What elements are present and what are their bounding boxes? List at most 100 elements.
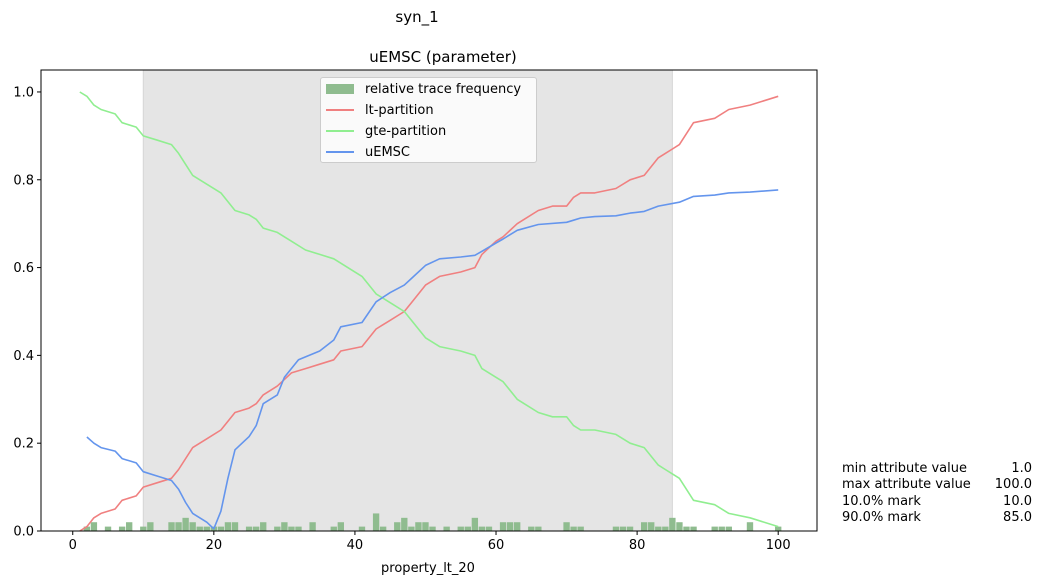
x-tick-label: 40 bbox=[347, 538, 364, 553]
histogram-bar bbox=[330, 526, 337, 531]
histogram-bar bbox=[746, 522, 754, 531]
stat-row-90-mark: 90.0% mark 85.0 bbox=[842, 510, 1032, 526]
legend-label-gte-partition: gte-partition bbox=[365, 123, 447, 139]
histogram-bar bbox=[358, 526, 366, 531]
histogram-bar bbox=[175, 522, 182, 531]
stat-row-10-mark: 10.0% mark 10.0 bbox=[842, 494, 1032, 510]
histogram-bar bbox=[725, 526, 732, 531]
histogram-bar bbox=[196, 526, 203, 531]
histogram-bar bbox=[401, 517, 408, 531]
histogram-bar bbox=[203, 526, 210, 531]
stat-value: 85.0 bbox=[1003, 509, 1032, 525]
histogram-bar bbox=[471, 517, 479, 531]
histogram-bar bbox=[422, 522, 429, 531]
x-tick-label: 80 bbox=[629, 538, 646, 553]
histogram-bar bbox=[337, 522, 344, 531]
histogram-bar bbox=[570, 526, 577, 531]
histogram-bar bbox=[408, 526, 415, 531]
histogram-bar bbox=[309, 522, 316, 531]
x-tick-label: 100 bbox=[766, 538, 791, 553]
legend-label-relative-trace-frequency: relative trace frequency bbox=[365, 81, 522, 97]
histogram-bar bbox=[640, 522, 648, 531]
legend-swatch-gte-partition bbox=[326, 130, 354, 132]
histogram-bar bbox=[429, 526, 436, 531]
stat-label: min attribute value bbox=[842, 461, 967, 476]
histogram-bar bbox=[260, 522, 267, 531]
histogram-bar bbox=[718, 526, 725, 531]
legend-item-gte-partition: gte-partition bbox=[326, 121, 446, 141]
histogram-bar bbox=[528, 526, 535, 531]
histogram-bar bbox=[147, 522, 154, 531]
histogram-bar bbox=[577, 526, 584, 531]
histogram-bar bbox=[478, 526, 486, 531]
histogram-bar bbox=[140, 526, 147, 531]
x-tick-label: 0 bbox=[69, 538, 77, 553]
histogram-bar bbox=[189, 522, 196, 531]
histogram-bar bbox=[394, 522, 401, 531]
histogram-bar bbox=[90, 522, 98, 531]
histogram-bar bbox=[711, 526, 718, 531]
histogram-bar bbox=[563, 522, 570, 531]
legend-swatch-uemsc bbox=[326, 151, 354, 153]
histogram-bar bbox=[281, 522, 288, 531]
histogram-bar bbox=[288, 526, 295, 531]
stat-label: max attribute value bbox=[842, 477, 971, 493]
histogram-bar bbox=[648, 522, 655, 531]
x-axis-label: property_lt_20 bbox=[381, 561, 475, 576]
stat-value: 1.0 bbox=[1011, 461, 1032, 476]
histogram-bar bbox=[231, 522, 239, 531]
histogram-bar bbox=[506, 522, 514, 531]
chart-title: uEMSC (parameter) bbox=[369, 48, 517, 66]
histogram-bar bbox=[662, 526, 669, 531]
y-tick-label: 0.4 bbox=[13, 349, 34, 364]
stat-row-max: max attribute value 100.0 bbox=[842, 477, 1032, 493]
histogram-bar bbox=[415, 522, 422, 531]
histogram-bar bbox=[655, 526, 662, 531]
series-line-gte-partition bbox=[79, 91, 779, 528]
legend-item-relative-trace-frequency: relative trace frequency bbox=[326, 79, 521, 99]
histogram-bar bbox=[612, 526, 620, 531]
histogram-bar bbox=[252, 526, 260, 531]
stat-row-min: min attribute value 1.0 bbox=[842, 461, 1032, 477]
histogram-bar bbox=[295, 526, 302, 531]
legend-label-lt-partition: lt-partition bbox=[365, 102, 434, 118]
histogram-bar bbox=[514, 522, 521, 531]
figure-suptitle: syn_1 bbox=[395, 8, 438, 27]
histogram-bar bbox=[217, 526, 225, 531]
legend: relative trace frequency lt-partition gt… bbox=[320, 77, 537, 163]
stat-value: 100.0 bbox=[994, 477, 1032, 493]
histogram-bar bbox=[683, 526, 690, 531]
y-tick-label: 1.0 bbox=[13, 85, 34, 100]
stats-panel: min attribute value 1.0 max attribute va… bbox=[842, 461, 1032, 526]
legend-item-lt-partition: lt-partition bbox=[326, 100, 434, 120]
y-tick-label: 0.8 bbox=[13, 173, 34, 188]
histogram-bar bbox=[676, 522, 683, 531]
histogram-bar bbox=[485, 526, 493, 531]
histogram-bar bbox=[83, 526, 91, 531]
x-tick-label: 20 bbox=[206, 538, 223, 553]
histogram-bar bbox=[372, 513, 380, 531]
stat-value: 10.0 bbox=[1003, 493, 1032, 509]
histogram-bar bbox=[464, 526, 471, 531]
histogram-bar bbox=[626, 526, 634, 531]
stat-label: 10.0% mark bbox=[842, 493, 921, 509]
legend-item-uemsc: uEMSC bbox=[326, 142, 410, 162]
histogram-bar bbox=[274, 526, 281, 531]
y-tick-label: 0.2 bbox=[13, 437, 34, 452]
histogram-bar bbox=[443, 526, 450, 531]
legend-swatch-lt-partition bbox=[326, 109, 354, 111]
legend-swatch-relative-trace-frequency bbox=[326, 84, 354, 94]
histogram-bar bbox=[499, 522, 507, 531]
histogram-bar bbox=[535, 526, 542, 531]
histogram-bar bbox=[104, 526, 112, 531]
histogram-bar bbox=[126, 522, 133, 531]
stat-label: 90.0% mark bbox=[842, 509, 921, 525]
x-tick-label: 60 bbox=[488, 538, 505, 553]
histogram-bar bbox=[224, 522, 232, 531]
histogram-bar bbox=[118, 526, 126, 531]
histogram-bar bbox=[182, 517, 189, 531]
y-tick-label: 0.6 bbox=[13, 261, 34, 276]
histogram-bar bbox=[619, 526, 627, 531]
series-line-uemsc bbox=[86, 189, 779, 530]
histogram-bar bbox=[168, 522, 175, 531]
